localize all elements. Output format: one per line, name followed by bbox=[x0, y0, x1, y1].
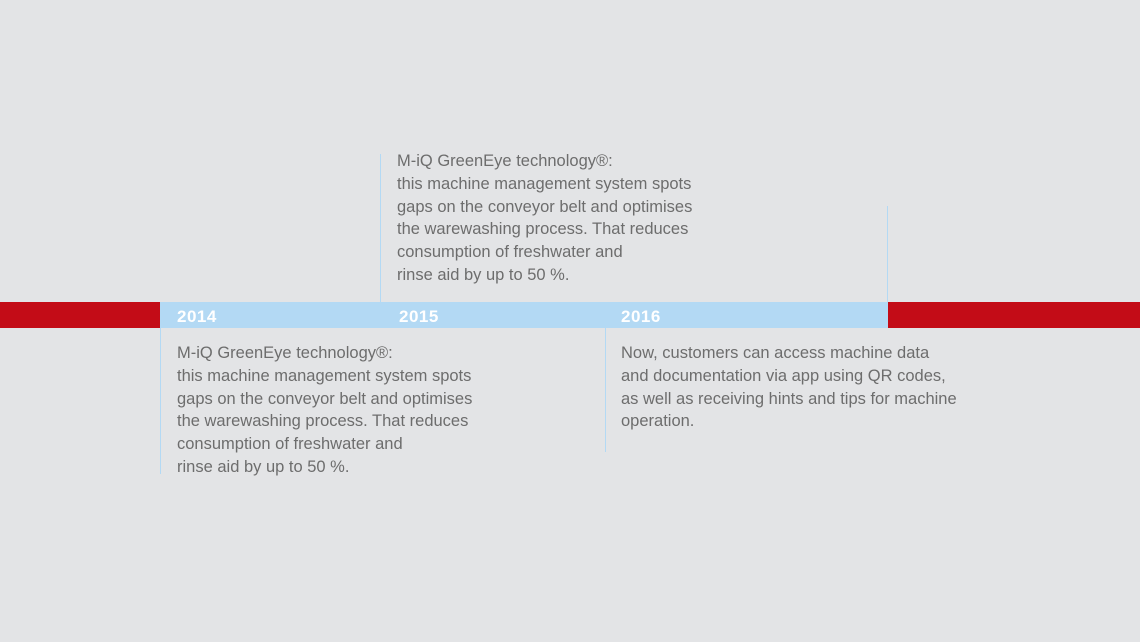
connector-2014 bbox=[160, 328, 161, 474]
text-line: the warewashing process. That reduces bbox=[177, 412, 469, 431]
year-2014: 2014 bbox=[177, 307, 217, 326]
text-line: consumption of freshwater and bbox=[177, 435, 403, 454]
text-line: gaps on the conveyor belt and optimises bbox=[397, 197, 693, 216]
entry-2016-text: Now, customers can access machine data a… bbox=[621, 342, 957, 433]
text-line: the warewashing process. That reduces bbox=[397, 220, 689, 239]
connector-end bbox=[887, 206, 888, 302]
text-line: rinse aid by up to 50 %. bbox=[177, 457, 350, 476]
connector-2015 bbox=[380, 154, 381, 302]
text-line: this machine management system spots bbox=[177, 366, 472, 385]
text-line: Now, customers can access machine data bbox=[621, 344, 930, 362]
text-line: rinse aid by up to 50 %. bbox=[397, 265, 570, 284]
text-line: operation. bbox=[621, 412, 695, 431]
connector-2016 bbox=[605, 328, 606, 452]
text-line: and documentation via app using QR codes… bbox=[621, 366, 946, 385]
timeline-bar-left bbox=[0, 302, 160, 328]
timeline-bar-right bbox=[888, 302, 1140, 328]
year-2015: 2015 bbox=[399, 307, 439, 326]
year-2016: 2016 bbox=[621, 307, 661, 326]
entry-2015-text: M-iQ GreenEye technology®: this machine … bbox=[397, 150, 692, 287]
text-line: as well as receiving hints and tips for … bbox=[621, 389, 957, 408]
entry-2014-text: M-iQ GreenEye technology®: this machine … bbox=[177, 342, 472, 479]
text-line: gaps on the conveyor belt and optimises bbox=[177, 389, 473, 408]
text-line: consumption of freshwater and bbox=[397, 243, 623, 262]
text-line: M-iQ GreenEye technology®: bbox=[177, 344, 393, 362]
text-line: this machine management system spots bbox=[397, 174, 692, 193]
timeline-bar-highlight bbox=[160, 302, 888, 328]
text-line: M-iQ GreenEye technology®: bbox=[397, 152, 613, 170]
